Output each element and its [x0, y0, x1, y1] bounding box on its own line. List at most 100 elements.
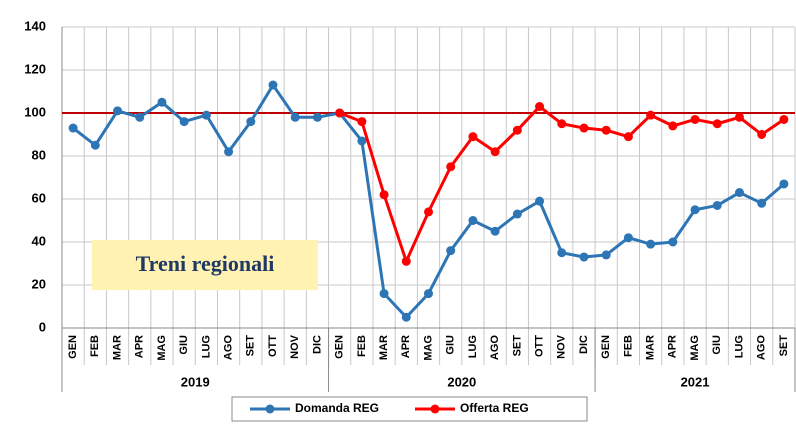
x-tick-label: DIC [578, 335, 590, 354]
data-point [401, 312, 411, 322]
x-tick-label: MAG [422, 335, 434, 361]
data-point [668, 237, 678, 247]
x-tick-label: MAR [645, 335, 657, 360]
x-tick-label: GIU [178, 335, 190, 355]
data-point [357, 117, 367, 127]
data-point [179, 117, 189, 127]
x-tick-label: GEN [67, 335, 79, 359]
data-point [601, 125, 611, 135]
data-point [779, 114, 789, 124]
data-point [757, 130, 767, 139]
data-point [712, 200, 722, 210]
data-point [668, 121, 678, 131]
x-tick-label: LUG [467, 335, 479, 358]
x-tick-label: MAR [378, 335, 390, 360]
data-point [690, 205, 700, 215]
x-tick-label: MAG [689, 335, 701, 361]
x-tick-label: DIC [311, 335, 323, 354]
legend-marker [265, 404, 275, 414]
data-point [401, 256, 411, 266]
data-point [601, 250, 611, 260]
data-point [779, 179, 789, 189]
x-tick-label: AGO [489, 335, 501, 361]
x-tick-label: NOV [289, 334, 301, 359]
data-point [135, 112, 145, 122]
legend-label: Domanda REG [295, 401, 379, 415]
data-point [646, 239, 656, 249]
data-point [512, 125, 522, 135]
data-point [579, 252, 589, 262]
x-tick-label: OTT [533, 335, 545, 357]
year-label: 2021 [681, 374, 710, 389]
x-tick-label: MAR [111, 335, 123, 360]
data-point [446, 162, 456, 172]
data-point [734, 188, 744, 198]
data-point [690, 114, 700, 124]
data-point [312, 112, 322, 122]
data-point [68, 123, 78, 133]
data-point [623, 233, 633, 243]
y-tick-label: 20 [32, 276, 46, 291]
x-tick-label: NOV [556, 334, 568, 359]
x-tick-label: LUG [200, 335, 212, 358]
data-point [535, 196, 545, 206]
data-point [468, 132, 478, 142]
data-point [490, 226, 500, 236]
data-point [712, 119, 722, 129]
x-tick-label: GIU [711, 335, 723, 355]
data-point [623, 132, 633, 142]
data-point [290, 112, 300, 122]
y-tick-label: 80 [32, 147, 46, 162]
data-point [357, 136, 367, 146]
x-tick-label: FEB [356, 335, 368, 357]
x-tick-label: APR [134, 335, 146, 358]
annotation: Treni regionali [136, 251, 275, 276]
legend-label: Offerta REG [460, 401, 529, 415]
year-label: 2020 [447, 374, 476, 389]
data-point [579, 123, 589, 133]
data-point [557, 119, 567, 129]
x-tick-label: FEB [622, 335, 634, 357]
data-point [424, 289, 433, 299]
x-tick-label: SET [245, 335, 257, 357]
data-point [734, 112, 744, 122]
data-point [335, 108, 345, 118]
data-point [557, 248, 567, 258]
x-tick-label: SET [778, 335, 790, 357]
y-tick-label: 0 [39, 319, 46, 334]
legend-marker [430, 404, 440, 414]
x-tick-label: AGO [222, 335, 234, 361]
year-label: 2019 [181, 374, 210, 389]
data-point [246, 117, 256, 127]
x-tick-label: MAG [156, 335, 168, 361]
data-point [468, 216, 478, 225]
data-point [646, 110, 656, 120]
data-point [535, 102, 545, 112]
data-point [113, 106, 123, 116]
x-tick-label: FEB [89, 335, 101, 357]
x-tick-label: AGO [756, 335, 768, 361]
data-point [379, 289, 389, 299]
data-point [157, 97, 167, 107]
y-tick-label: 40 [32, 233, 46, 248]
data-point [757, 198, 767, 208]
annotation-box [92, 240, 318, 290]
x-tick-label: OTT [267, 335, 279, 357]
x-tick-label: LUG [733, 335, 745, 358]
x-tick-label: GEN [334, 335, 346, 359]
y-tick-label: 60 [32, 190, 46, 205]
data-point [90, 140, 100, 150]
data-point [201, 110, 211, 120]
y-tick-label: 100 [24, 104, 46, 119]
data-point [490, 147, 500, 157]
data-point [268, 80, 278, 90]
data-point [446, 246, 456, 256]
data-point [379, 190, 389, 200]
y-tick-label: 140 [24, 18, 46, 33]
legend-box [231, 396, 588, 422]
x-tick-label: APR [400, 335, 412, 358]
x-tick-label: SET [511, 335, 523, 357]
data-point [224, 147, 234, 157]
